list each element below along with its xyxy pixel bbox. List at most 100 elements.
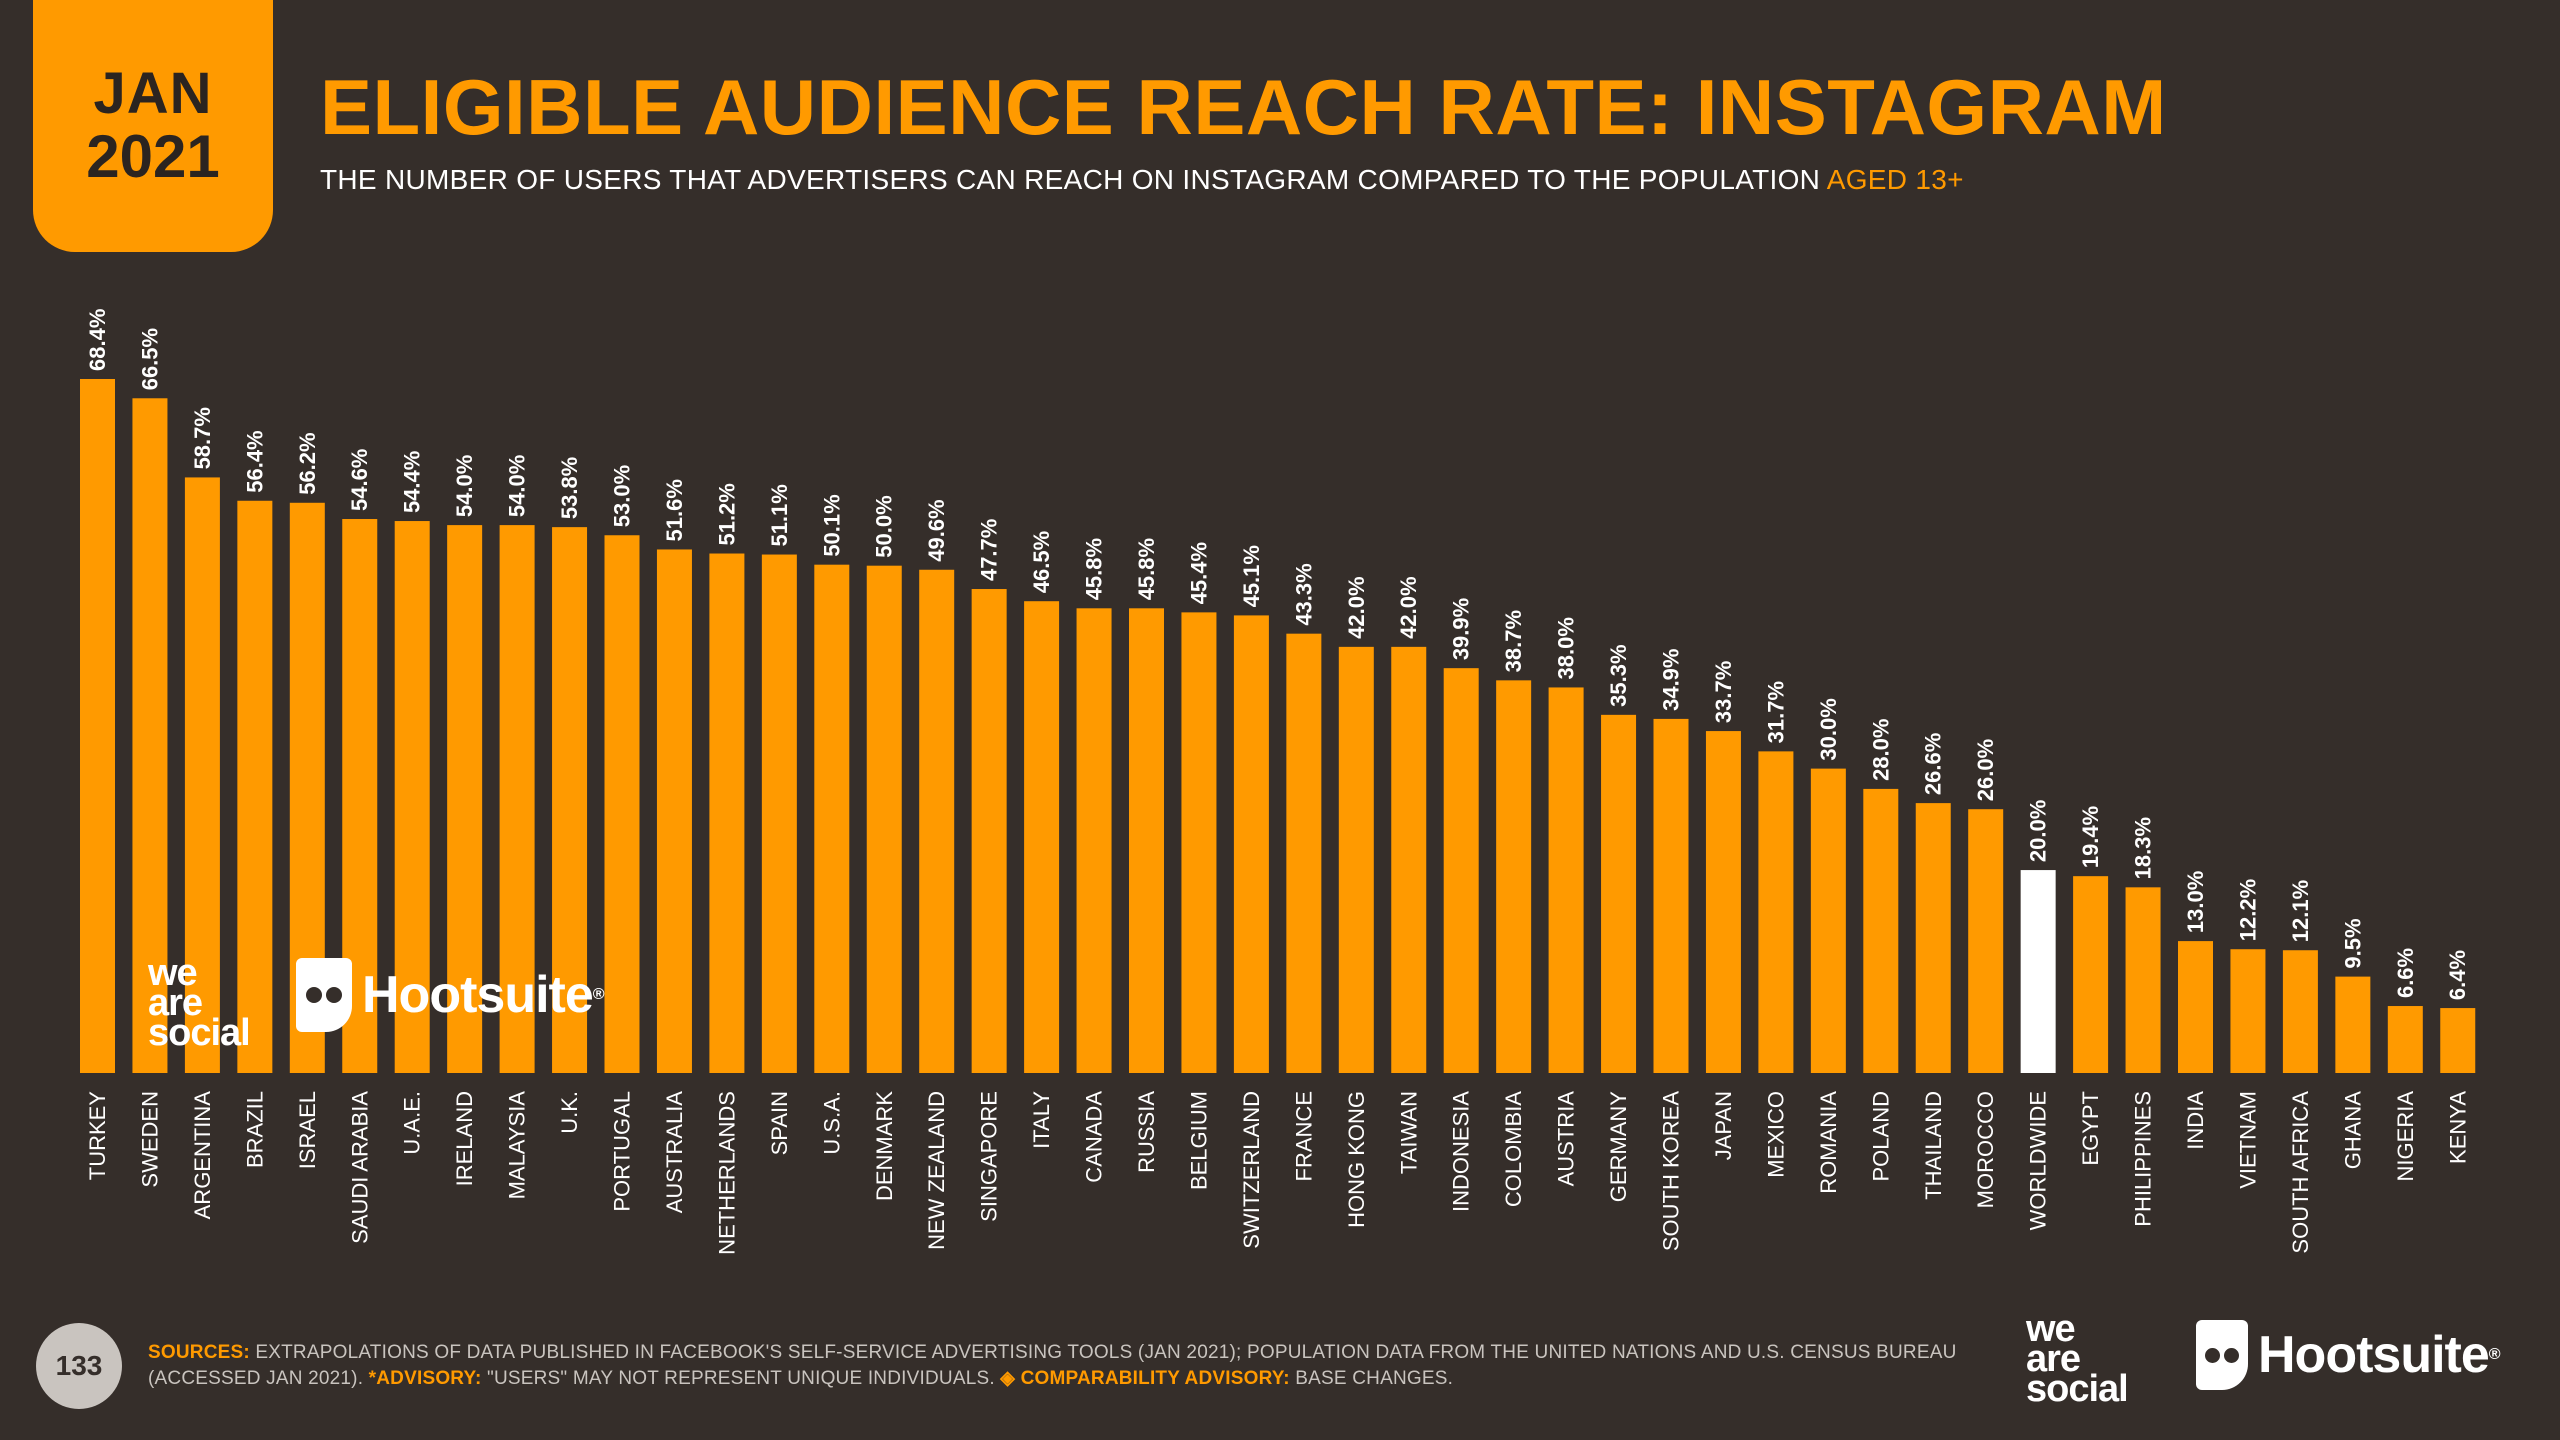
category-label: AUSTRALIA: [662, 1091, 687, 1214]
data-label: 56.2%: [295, 432, 320, 494]
data-label: 35.3%: [1606, 644, 1631, 706]
registered-mark: ®: [592, 986, 605, 1003]
bar-romania: [1810, 768, 1846, 1073]
bar-turkey: [80, 379, 115, 1073]
bar-ireland: [447, 525, 483, 1073]
bar-nigeria: [2387, 1006, 2423, 1073]
data-label: 53.0%: [610, 465, 635, 527]
logo-word: we: [2026, 1308, 2076, 1350]
date-month: JAN: [93, 61, 213, 127]
bar-belgium: [1181, 612, 1217, 1073]
bar-south-africa: [2282, 950, 2318, 1073]
category-label: JAPAN: [1711, 1091, 1736, 1160]
bar-malaysia: [499, 525, 535, 1073]
data-label: 46.5%: [1029, 531, 1054, 593]
logo-word: are: [148, 982, 203, 1024]
category-label: HONG KONG: [1344, 1091, 1369, 1228]
bar-brazil: [237, 500, 273, 1073]
data-label: 42.0%: [1396, 576, 1421, 638]
data-label: 54.0%: [505, 455, 530, 517]
data-label: 33.7%: [1711, 661, 1736, 723]
category-label: U.A.E.: [400, 1091, 425, 1155]
data-label: 18.3%: [2131, 817, 2156, 879]
category-label: DENMARK: [872, 1091, 897, 1201]
bar-australia: [656, 549, 692, 1073]
bar-singapore: [971, 589, 1007, 1073]
data-label: 50.1%: [819, 494, 844, 556]
category-label: COLOMBIA: [1501, 1091, 1526, 1207]
category-label: THAILAND: [1921, 1091, 1946, 1200]
bar-japan: [1705, 731, 1741, 1073]
hootsuite-wordmark: Hootsuite: [2258, 1326, 2490, 1384]
date-year: 2021: [86, 122, 220, 190]
data-label: 38.7%: [1501, 610, 1526, 672]
we-are-social-logo: we are social: [2026, 1308, 2129, 1408]
bar-switzerland: [1233, 615, 1269, 1073]
owl-icon: [2196, 1320, 2248, 1390]
bar-austria: [1548, 687, 1584, 1073]
data-label: 28.0%: [1868, 719, 1893, 781]
data-label: 47.7%: [977, 519, 1002, 581]
bar-india: [2178, 941, 2213, 1073]
category-label: SPAIN: [767, 1091, 792, 1155]
category-label: CANADA: [1082, 1091, 1107, 1183]
data-label: 51.2%: [714, 483, 739, 545]
sources-text: EXTRAPOLATIONS OF DATA PUBLISHED IN FACE…: [148, 1342, 1957, 1389]
category-label: MALAYSIA: [505, 1091, 530, 1200]
data-label: 38.0%: [1554, 617, 1579, 679]
bar-colombia: [1496, 680, 1532, 1073]
category-label: NEW ZEALAND: [924, 1091, 949, 1250]
data-label: 45.1%: [1239, 545, 1264, 607]
category-label: INDIA: [2183, 1091, 2208, 1150]
category-label: SOUTH AFRICA: [2288, 1091, 2313, 1254]
data-label: 54.4%: [400, 451, 425, 513]
category-label: VIETNAM: [2235, 1091, 2260, 1189]
comparability-label: ◈ COMPARABILITY ADVISORY:: [1000, 1368, 1290, 1389]
category-label: TAIWAN: [1396, 1091, 1421, 1174]
category-label: NIGERIA: [2393, 1091, 2418, 1182]
data-label: 26.6%: [1921, 733, 1946, 795]
data-label: 68.4%: [85, 309, 110, 371]
category-label: SOUTH KOREA: [1659, 1091, 1684, 1251]
logo-word: we: [148, 952, 198, 994]
bar-ghana: [2335, 976, 2371, 1073]
category-label: RUSSIA: [1134, 1091, 1159, 1173]
data-label: 12.1%: [2288, 880, 2313, 942]
category-label: FRANCE: [1291, 1091, 1316, 1181]
category-label: SAUDI ARABIA: [347, 1091, 372, 1244]
advisory-text: "USERS" MAY NOT REPRESENT UNIQUE INDIVID…: [487, 1368, 995, 1389]
category-label: PHILIPPINES: [2131, 1091, 2156, 1227]
bar-south-korea: [1653, 718, 1689, 1073]
data-label: 43.3%: [1291, 563, 1316, 625]
page-subtitle: THE NUMBER OF USERS THAT ADVERTISERS CAN…: [320, 164, 1964, 196]
hootsuite-logo: Hootsuite ®: [2196, 1320, 2501, 1390]
category-label: GHANA: [2340, 1091, 2365, 1170]
bar-sweden: [132, 398, 168, 1073]
data-label: 13.0%: [2183, 871, 2208, 933]
subtitle-text: THE NUMBER OF USERS THAT ADVERTISERS CAN…: [320, 164, 1821, 195]
data-label: 6.4%: [2445, 950, 2470, 1000]
bar-u-s-a-: [814, 564, 850, 1073]
category-label: WORLDWIDE: [2026, 1091, 2051, 1230]
we-are-social-logo-watermark: we are social: [148, 952, 251, 1052]
bar-denmark: [866, 565, 902, 1073]
data-label: 31.7%: [1763, 681, 1788, 743]
category-label: BELGIUM: [1186, 1091, 1211, 1190]
data-label: 53.8%: [557, 457, 582, 519]
bar-germany: [1601, 714, 1637, 1073]
bar-morocco: [1968, 809, 2004, 1073]
bar-poland: [1863, 788, 1899, 1073]
category-label: U.S.A.: [819, 1091, 844, 1155]
comparability-text: BASE CHANGES.: [1295, 1368, 1454, 1389]
page-number: 133: [36, 1323, 122, 1409]
bar-philippines: [2125, 887, 2161, 1073]
bar-chart: 68.4% TURKEY 66.5% SWEDEN 58.7% ARGENTINA 56.4…: [80, 309, 2476, 1255]
bar-egypt: [2073, 876, 2109, 1073]
registered-mark: ®: [2488, 1346, 2501, 1363]
data-label: 45.8%: [1134, 538, 1159, 600]
data-label: 34.9%: [1659, 649, 1684, 711]
data-label: 58.7%: [190, 407, 215, 469]
category-label: AUSTRIA: [1554, 1091, 1579, 1187]
data-label: 49.6%: [924, 499, 949, 561]
bar-portugal: [604, 535, 640, 1073]
